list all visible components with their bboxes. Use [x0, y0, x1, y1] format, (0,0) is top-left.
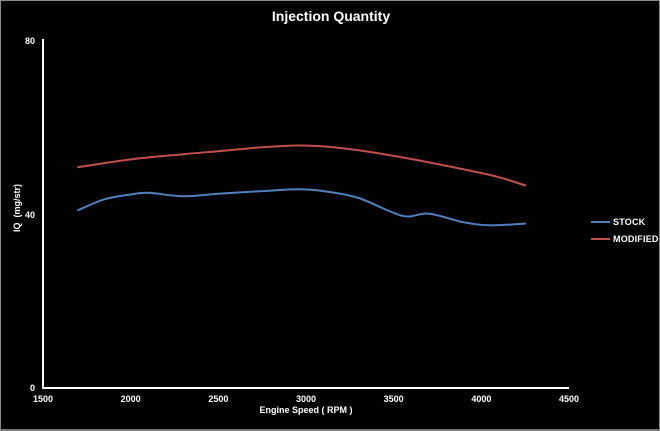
x-axis-title: Engine Speed ( RPM ) — [259, 405, 353, 415]
x-tick-label: 1500 — [32, 394, 54, 404]
modified-series-line — [77, 144, 527, 187]
legend-item-stock: STOCK — [591, 213, 659, 230]
x-tick-label: 3000 — [295, 394, 317, 404]
stock-series-line — [77, 188, 527, 227]
y-axis-title: IQ (mg/str) — [12, 183, 22, 233]
legend-swatch-stock — [591, 220, 610, 223]
x-tick-label: 2500 — [208, 394, 229, 404]
y-tick-label: 80 — [24, 36, 35, 46]
legend: STOCK MODIFIED — [591, 213, 659, 247]
x-tick-label: 4000 — [471, 394, 492, 404]
y-tick-label: 40 — [24, 209, 35, 220]
legend-label: STOCK — [613, 216, 646, 227]
chart-title: Injection Quantity — [271, 8, 391, 24]
legend-label: MODIFIED — [613, 233, 659, 244]
x-tick-label: 4500 — [558, 394, 580, 404]
x-tick-label: 3500 — [383, 394, 404, 404]
x-tick-label: 2000 — [120, 394, 141, 404]
legend-swatch-modified — [591, 237, 610, 240]
y-tick-label: 0 — [29, 383, 35, 393]
legend-item-modified: MODIFIED — [591, 230, 659, 247]
